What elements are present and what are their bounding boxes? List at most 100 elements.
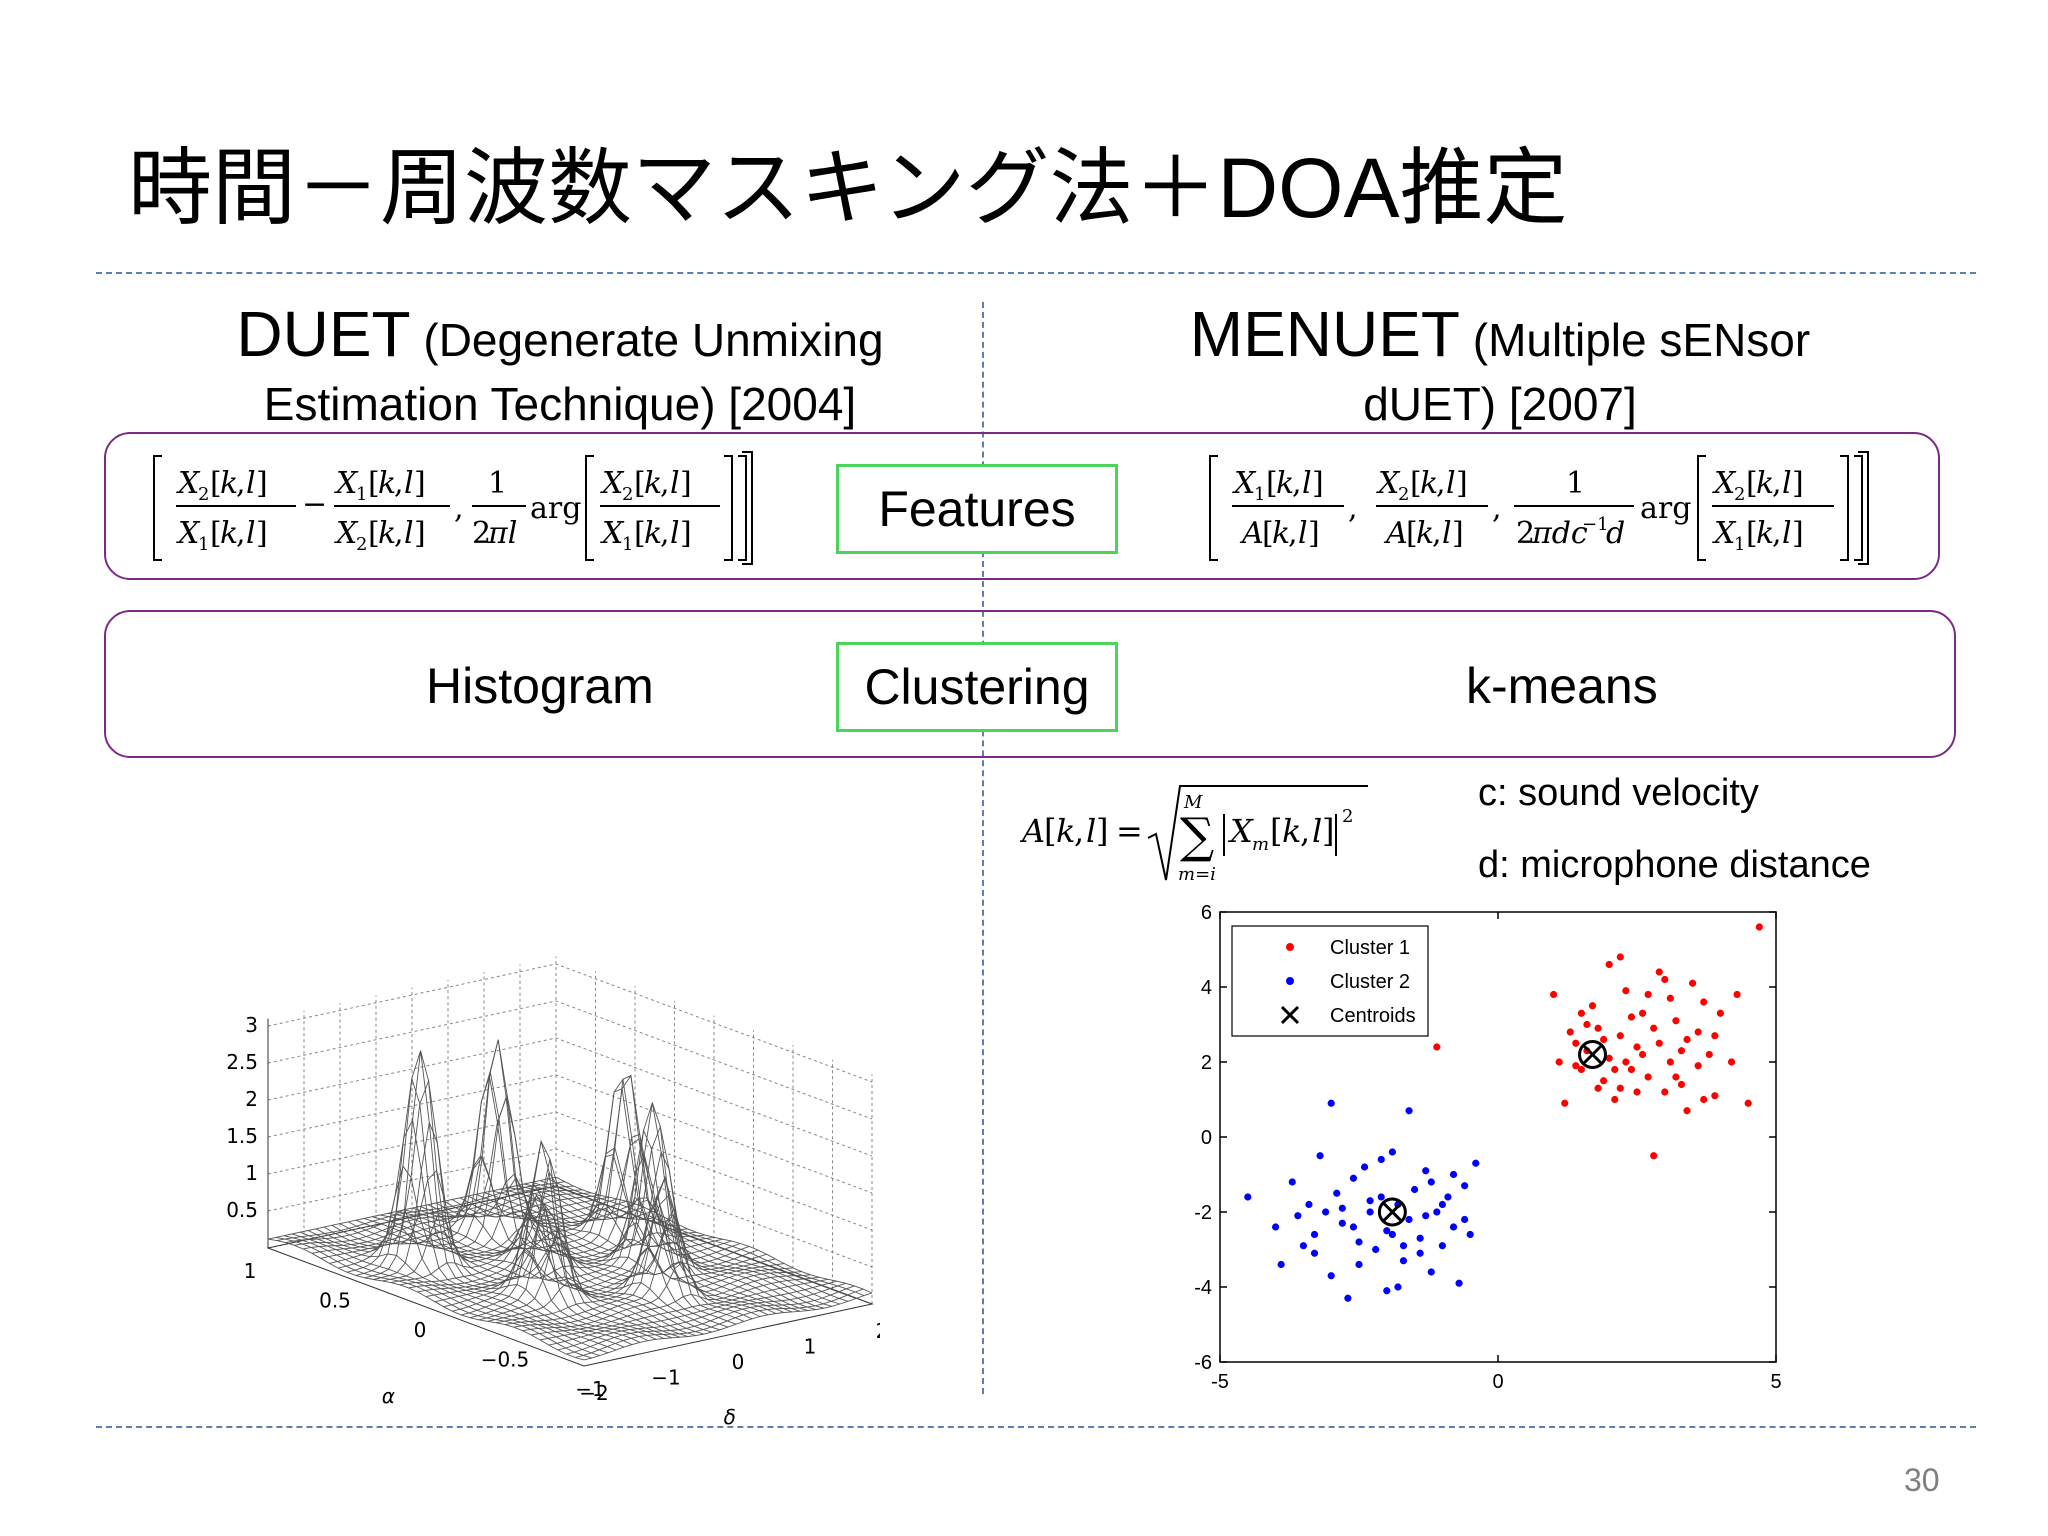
cluster-1-point bbox=[1705, 1050, 1713, 1059]
svg-text:[: [ bbox=[210, 466, 222, 501]
cluster-2-point bbox=[1327, 1099, 1335, 1107]
cluster-1-point bbox=[1638, 1050, 1647, 1059]
svg-text:−1: −1 bbox=[1582, 514, 1609, 535]
svg-text:[: [ bbox=[1406, 516, 1418, 551]
delta-tick-label: 1 bbox=[804, 1335, 817, 1359]
cluster-1-point bbox=[1555, 1058, 1563, 1066]
svg-text:X: X bbox=[600, 516, 625, 551]
delta-tick-label: −1 bbox=[651, 1366, 680, 1390]
svg-text:]: ] bbox=[680, 516, 692, 551]
legend-marker bbox=[1286, 977, 1294, 985]
x-tick-label: 0 bbox=[1492, 1371, 1503, 1393]
cluster-1-point bbox=[1616, 1084, 1624, 1092]
svg-text:=: = bbox=[1116, 812, 1143, 850]
svg-text:k: k bbox=[1416, 516, 1434, 551]
scatter-tick-labels: 6 4 2 0 -2 -4 -6-5 0 5 bbox=[1194, 902, 1781, 1393]
svg-text:[: [ bbox=[210, 516, 222, 551]
cluster-1-point bbox=[1655, 968, 1663, 976]
cluster-2-point bbox=[1349, 1223, 1358, 1231]
kmeans-scatter-plot: 6 4 2 0 -2 -4 -6-5 0 5 Cluster 1 Cluster 2 Centroi… bbox=[1194, 902, 1781, 1393]
cluster-1-point bbox=[1561, 1099, 1569, 1107]
svg-text:1: 1 bbox=[1254, 484, 1265, 505]
svg-text:X: X bbox=[600, 466, 625, 501]
features-label-text: Features bbox=[878, 481, 1076, 537]
cluster-1-point bbox=[1644, 990, 1652, 999]
svg-text:]: ] bbox=[1792, 516, 1804, 551]
svg-text:l: l bbox=[1442, 516, 1452, 551]
features-row bbox=[104, 432, 1940, 580]
svg-text:,: , bbox=[660, 516, 670, 551]
svg-text:A: A bbox=[1383, 516, 1408, 551]
svg-text:−: − bbox=[302, 487, 327, 522]
svg-text:1: 1 bbox=[198, 534, 209, 555]
svg-text:[: [ bbox=[1746, 466, 1758, 501]
y-tick-label: 4 bbox=[1201, 977, 1212, 999]
svg-text:,: , bbox=[1292, 466, 1302, 501]
svg-text:[: [ bbox=[1266, 466, 1278, 501]
cluster-1-point bbox=[1650, 1024, 1658, 1032]
cluster-2-point bbox=[1449, 1170, 1458, 1179]
note-mic-distance: d: microphone distance bbox=[1478, 844, 1871, 886]
cluster-2-point bbox=[1455, 1279, 1463, 1287]
cluster-1-point bbox=[1622, 987, 1630, 995]
clustering-label-text: Clustering bbox=[864, 659, 1090, 715]
cluster-1-point bbox=[1677, 1047, 1686, 1055]
cluster-1-point bbox=[1661, 975, 1669, 984]
svg-text:X: X bbox=[1232, 466, 1257, 501]
svg-text:,: , bbox=[1288, 516, 1298, 551]
svg-text:k: k bbox=[1276, 466, 1294, 501]
cluster-2-point bbox=[1366, 1197, 1374, 1205]
svg-text:]: ] bbox=[1308, 516, 1320, 551]
cluster-2-point bbox=[1422, 1167, 1430, 1175]
menuet-cluster-method: k-means bbox=[1466, 658, 1658, 714]
menuet-desc-line2: dUET) [2007] bbox=[1363, 378, 1637, 430]
cluster-1-point bbox=[1572, 1062, 1580, 1070]
cluster-2-point bbox=[1272, 1223, 1280, 1231]
cluster-2-point bbox=[1411, 1185, 1419, 1194]
cluster-1-point bbox=[1644, 1073, 1652, 1081]
svg-text:]: ] bbox=[1456, 466, 1468, 501]
svg-text:l: l bbox=[246, 516, 256, 551]
menuet-desc-line1: (Multiple sENsor bbox=[1472, 314, 1811, 366]
alpha-tick-label: −1 bbox=[575, 1377, 604, 1401]
svg-text:]: ] bbox=[1792, 466, 1804, 501]
centroid-marker bbox=[1377, 1197, 1407, 1227]
svg-text:,: , bbox=[1348, 491, 1358, 526]
duet-cluster-method: Histogram bbox=[426, 658, 654, 714]
cluster-2-point bbox=[1444, 1193, 1452, 1201]
svg-text:2: 2 bbox=[1342, 806, 1353, 827]
svg-text:[: [ bbox=[1270, 812, 1282, 850]
alpha-tick-label: 0.5 bbox=[319, 1289, 351, 1313]
cluster-2-point bbox=[1388, 1148, 1396, 1156]
cluster-1-point bbox=[1700, 1095, 1708, 1104]
cluster-2-point bbox=[1294, 1212, 1302, 1220]
y-tick-label: 6 bbox=[1201, 902, 1212, 924]
svg-text:k: k bbox=[1420, 466, 1438, 501]
svg-text:X: X bbox=[1712, 516, 1737, 551]
cluster-1-point bbox=[1627, 1013, 1636, 1021]
svg-text:,: , bbox=[1300, 812, 1310, 850]
legend-label: Cluster 1 bbox=[1330, 937, 1410, 959]
duet-name: DUET bbox=[236, 298, 411, 370]
alpha-tick-label: −0.5 bbox=[481, 1348, 530, 1372]
alpha-tick-label: 0 bbox=[414, 1318, 427, 1342]
svg-text:]: ] bbox=[256, 516, 268, 551]
svg-text:arg: arg bbox=[1640, 491, 1691, 526]
svg-text:X: X bbox=[176, 516, 201, 551]
svg-text:M: M bbox=[1183, 792, 1203, 813]
svg-text:1: 1 bbox=[356, 484, 367, 505]
scatter-centroids bbox=[1377, 1040, 1608, 1227]
svg-text:k: k bbox=[1756, 466, 1774, 501]
cluster-1-point bbox=[1672, 1073, 1680, 1081]
slide-title: 時間－周波数マスキング法＋DOA推定 bbox=[128, 141, 1568, 235]
cluster-1-point bbox=[1594, 1084, 1602, 1092]
cluster-1-point bbox=[1622, 1058, 1630, 1066]
cluster-2-point bbox=[1288, 1178, 1296, 1186]
cluster-1-point bbox=[1605, 1054, 1613, 1062]
svg-text:arg: arg bbox=[530, 491, 581, 526]
cluster-1-point bbox=[1611, 1095, 1619, 1104]
svg-text:,: , bbox=[1492, 491, 1502, 526]
svg-text:l: l bbox=[1782, 466, 1792, 501]
legend-marker bbox=[1286, 943, 1294, 951]
cluster-2-point bbox=[1427, 1178, 1435, 1186]
